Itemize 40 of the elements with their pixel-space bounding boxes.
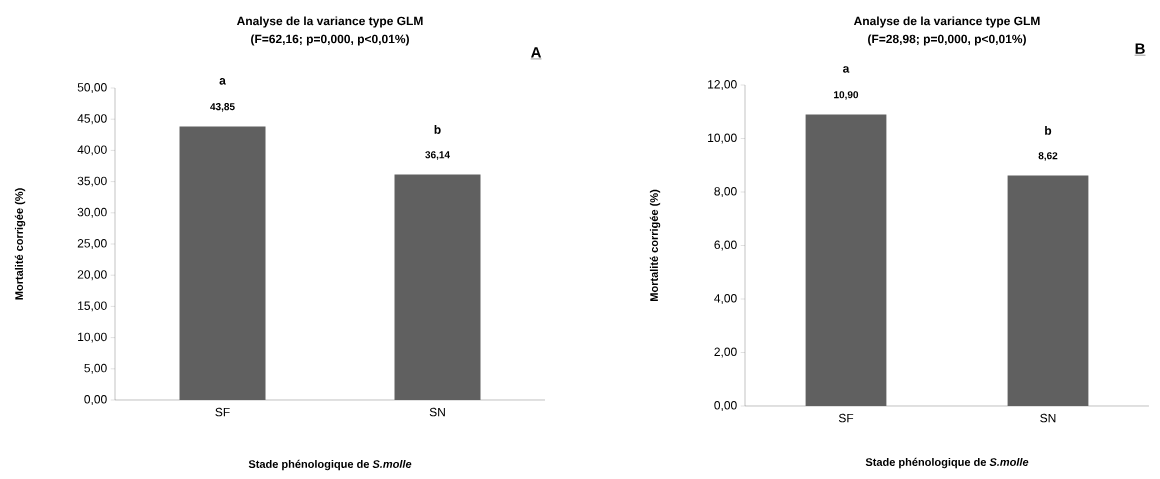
annotation: b bbox=[1045, 126, 1052, 135]
y-tick-label: 50,00 bbox=[77, 83, 107, 93]
text: a bbox=[219, 78, 226, 85]
chart-subtitle: (F=62,16; p=0,000, p<0,01%) bbox=[251, 34, 409, 46]
data-label: 10,90 bbox=[834, 91, 859, 100]
x-tick-label: SN bbox=[429, 407, 445, 417]
y-axis-title: Mortalité corrigée (%) bbox=[649, 189, 661, 301]
y-tick-label: 45,00 bbox=[77, 114, 107, 125]
y-tick-label: 8,00 bbox=[714, 187, 737, 197]
data-label: 8,62 bbox=[1038, 152, 1058, 161]
y-tick-label: 25,00 bbox=[77, 239, 107, 249]
data-label: 36,14 bbox=[425, 151, 450, 160]
text: B bbox=[1135, 43, 1145, 54]
y-axis-title: Mortalité corrigée (%) bbox=[14, 188, 26, 300]
annotation: b bbox=[434, 125, 441, 134]
chart-subtitle: (F=28,98; p=0,000, p<0,01%) bbox=[868, 34, 1026, 46]
y-tick-label: 5,00 bbox=[84, 363, 107, 374]
y-tick-label: 40,00 bbox=[77, 145, 107, 156]
x-tick-label: SN bbox=[1040, 413, 1056, 423]
y-tick-label: 10,00 bbox=[78, 332, 107, 343]
y-tick-label: 6,00 bbox=[714, 240, 737, 251]
chart-title: Analyse de la variance type GLM bbox=[236, 16, 423, 28]
text: A bbox=[531, 47, 542, 58]
y-tick-label: 12,00 bbox=[708, 80, 737, 90]
x-tick-label: SF bbox=[838, 413, 854, 423]
y-tick-label: 20,00 bbox=[77, 270, 107, 281]
y-tick-label: 15,00 bbox=[78, 301, 107, 312]
text: a bbox=[843, 66, 850, 73]
x-axis-title: Stade phénologique de S.molle bbox=[248, 459, 412, 471]
y-tick-label: 10,00 bbox=[708, 133, 737, 144]
y-tick-label: 35,00 bbox=[77, 176, 107, 187]
y-tick-label: 0,00 bbox=[84, 395, 107, 405]
y-tick-label: 30,00 bbox=[77, 207, 107, 218]
y-tick-label: 4,00 bbox=[714, 294, 737, 304]
y-tick-label: 0,00 bbox=[714, 401, 737, 411]
x-tick-label: SF bbox=[215, 407, 230, 417]
chart-title: Analyse de la variance type GLM bbox=[853, 16, 1040, 28]
data-label: 43,85 bbox=[210, 103, 235, 112]
y-tick-label: 2,00 bbox=[714, 347, 737, 358]
x-axis-title: Stade phénologique de S.molle bbox=[865, 457, 1029, 469]
